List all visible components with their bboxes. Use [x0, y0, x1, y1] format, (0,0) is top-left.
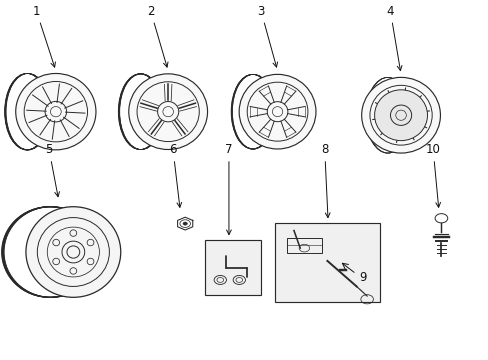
Text: 8: 8	[321, 143, 329, 217]
Ellipse shape	[16, 73, 96, 150]
Text: 6: 6	[169, 143, 181, 207]
Bar	[275, 222, 379, 302]
Bar	[204, 240, 260, 295]
Text: 7: 7	[225, 143, 232, 235]
Circle shape	[183, 222, 187, 225]
Text: 9: 9	[358, 271, 366, 284]
Text: 10: 10	[425, 143, 440, 207]
Text: 5: 5	[45, 143, 60, 197]
Ellipse shape	[239, 75, 315, 149]
Ellipse shape	[374, 90, 427, 141]
Ellipse shape	[128, 74, 207, 149]
Ellipse shape	[26, 207, 121, 297]
Text: 4: 4	[386, 5, 401, 71]
Text: 2: 2	[146, 5, 168, 67]
Bar	[286, 238, 322, 253]
Ellipse shape	[361, 77, 440, 153]
Text: 3: 3	[257, 5, 277, 67]
Text: 1: 1	[33, 5, 55, 67]
